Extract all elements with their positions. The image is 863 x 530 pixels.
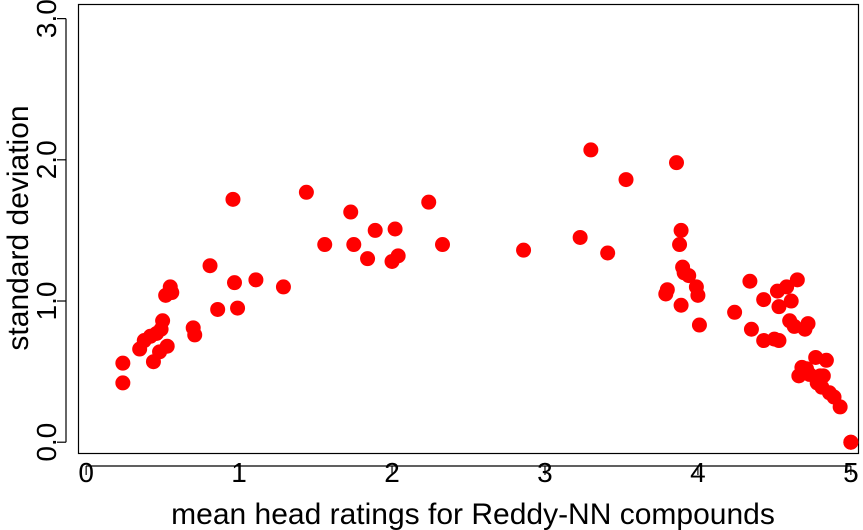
- data-point: [227, 275, 242, 291]
- data-point: [779, 279, 795, 295]
- data-point: [691, 317, 707, 333]
- data-point: [155, 313, 171, 329]
- x-axis: 0 1 2 3 4 5: [78, 457, 858, 488]
- y-tick-label: 2.0: [31, 140, 62, 179]
- data-point: [202, 258, 218, 274]
- y-axis: 0.0 1.0 2.0 3.0: [31, 0, 67, 462]
- data-point: [230, 300, 246, 316]
- data-point: [187, 327, 203, 343]
- data-point: [298, 184, 314, 200]
- data-point: [360, 251, 376, 267]
- data-point: [659, 282, 675, 298]
- data-point: [743, 321, 759, 337]
- x-tick-label: 4: [690, 457, 706, 488]
- data-point: [681, 268, 697, 284]
- x-tick-label: 1: [231, 457, 247, 488]
- data-point: [346, 237, 362, 253]
- data-point: [248, 272, 264, 288]
- data-point: [516, 242, 532, 258]
- data-point: [673, 222, 689, 238]
- data-point: [600, 245, 616, 261]
- data-point: [756, 292, 772, 308]
- data-point: [387, 221, 403, 237]
- data-point: [789, 272, 805, 288]
- y-tick-label: 0.0: [31, 423, 62, 462]
- data-point: [690, 287, 706, 303]
- data-point: [210, 301, 226, 317]
- data-point: [818, 352, 834, 368]
- data-point: [771, 299, 787, 315]
- data-point: [275, 279, 291, 295]
- data-point: [669, 155, 684, 171]
- data-point: [343, 204, 359, 220]
- data-point: [225, 191, 241, 207]
- x-axis-label: mean head ratings for Reddy-NN compounds: [171, 498, 775, 530]
- data-point: [771, 333, 787, 349]
- data-point: [672, 237, 688, 253]
- data-point: [390, 248, 406, 264]
- data-point: [673, 297, 689, 313]
- x-tick-label: 3: [537, 457, 553, 488]
- y-axis-label: standard deviation: [2, 105, 35, 350]
- data-point: [800, 316, 816, 332]
- data-point: [583, 142, 599, 158]
- data-point: [367, 222, 383, 238]
- data-point: [742, 273, 758, 289]
- data-point: [832, 399, 848, 415]
- x-tick-label: 2: [384, 457, 400, 488]
- x-tick-label: 0: [78, 457, 94, 488]
- data-points: [115, 142, 859, 450]
- data-point: [159, 338, 175, 354]
- data-point: [421, 194, 437, 210]
- data-point: [115, 375, 131, 391]
- data-point: [115, 355, 131, 371]
- data-point: [783, 293, 799, 309]
- data-point: [618, 172, 634, 188]
- data-point: [843, 434, 859, 450]
- x-tick-label: 5: [843, 457, 859, 488]
- plot-frame: [77, 3, 860, 455]
- data-point: [572, 229, 588, 245]
- data-point: [727, 304, 743, 320]
- data-point: [815, 368, 831, 384]
- data-point: [317, 237, 333, 253]
- data-point: [435, 237, 450, 253]
- y-tick-label: 3.0: [31, 0, 62, 38]
- data-point: [164, 285, 180, 301]
- y-tick-label: 1.0: [31, 282, 62, 321]
